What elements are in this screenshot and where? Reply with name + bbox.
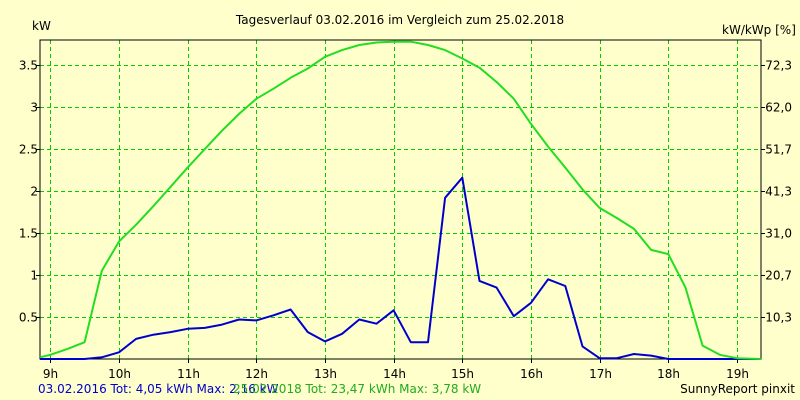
y-tick-label-right: 20,7 [765,269,792,283]
y-tick-label-left: 1 [30,269,38,283]
series-lines [39,40,762,360]
y-tick-label-left: 0.5 [19,311,38,325]
y-tick-label-left: 2.5 [19,143,38,157]
legend-series-1: 03.02.2016 Tot: 4,05 kWh Max: 2,16 kW [38,382,279,396]
x-tick-label: 13h [314,367,337,381]
y-axis-label-left: kW [32,19,51,33]
brand-label: SunnyReport pinxit [680,382,795,396]
y-tick-label-right: 62,0 [765,101,792,115]
grid-lines [40,40,761,359]
y-tick-label-left: 3.5 [19,59,38,73]
x-tick-label: 10h [108,367,131,381]
y-tick-label-left: 3 [30,101,38,115]
y-tick-label-right: 31,0 [765,227,792,241]
x-tick-label: 15h [451,367,474,381]
x-tick-label: 14h [383,367,406,381]
y-tick-label-right: 10,3 [765,311,792,325]
x-tick-label: 19h [726,367,749,381]
x-tick-label: 16h [520,367,543,381]
y-tick-label-right: 51,7 [765,143,792,157]
axes: 9h 10h 11h 12h 13h 14h 15h 16h 17h 18h 19h 0.5 1 1.5 2… [19,59,792,382]
series-line-1 [40,176,761,360]
x-tick-label: 18h [657,367,680,381]
series-line-2 [39,40,762,360]
y-axis-label-right: kW/kWp [%] [722,23,796,37]
legend-series-2: 25.02.2018 Tot: 23,47 kWh Max: 3,78 kW [233,382,481,396]
x-tick-label: 17h [589,367,612,381]
y-tick-label-left: 1.5 [19,227,38,241]
y-tick-label-left: 2 [30,185,38,199]
x-tick-label: 11h [177,367,200,381]
y-tick-label-right: 41,3 [765,185,792,199]
chart-title: Tagesverlauf 03.02.2016 im Vergleich zum… [235,13,564,27]
y-tick-label-right: 72,3 [765,59,792,73]
plot-frame [39,39,762,360]
x-tick-label: 12h [245,367,268,381]
x-tick-label: 9h [43,367,58,381]
